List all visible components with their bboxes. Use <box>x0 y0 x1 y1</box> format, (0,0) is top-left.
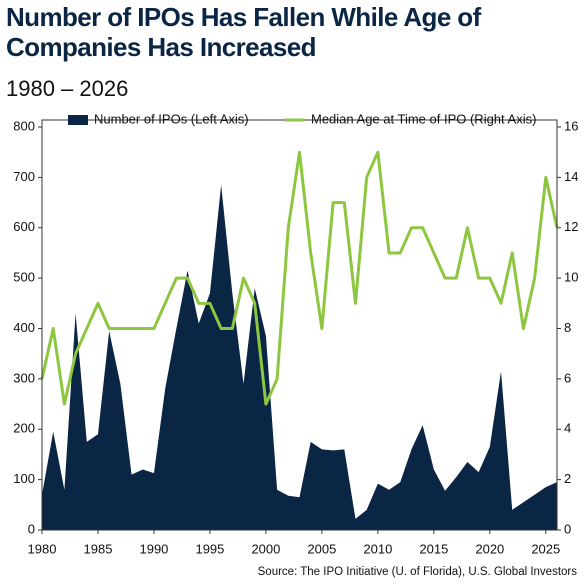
age-line <box>40 150 559 406</box>
y-tick-label: 600 <box>13 219 35 234</box>
y-tick-label: 400 <box>13 320 35 335</box>
y2-tick-label: 6 <box>564 370 571 385</box>
y-tick-label: 200 <box>13 421 35 436</box>
y2-tick-label: 8 <box>564 320 571 335</box>
x-tick-label: 1995 <box>195 541 224 556</box>
y-tick-label: 700 <box>13 169 35 184</box>
y2-tick-label: 12 <box>564 219 578 234</box>
legend-label: Number of IPOs (Left Axis) <box>94 111 249 126</box>
legend-swatch <box>68 115 88 125</box>
x-tick-label: 2020 <box>475 541 504 556</box>
y2-tick-label: 4 <box>564 421 571 436</box>
y2-tick-label: 0 <box>564 521 571 536</box>
x-tick-label: 2010 <box>363 541 392 556</box>
y2-tick-label: 16 <box>564 118 578 133</box>
y2-tick-label: 10 <box>564 270 578 285</box>
x-tick-label: 1980 <box>28 541 57 556</box>
y-tick-label: 0 <box>28 521 35 536</box>
source-note: Source: The IPO Initiative (U. of Florid… <box>257 566 577 578</box>
legend-label: Median Age at Time of IPO (Right Axis) <box>311 111 536 126</box>
y-tick-label: 100 <box>13 471 35 486</box>
y-tick-label: 300 <box>13 370 35 385</box>
ipo-area <box>42 184 557 530</box>
y2-tick-label: 14 <box>564 169 578 184</box>
x-tick-label: 2025 <box>531 541 560 556</box>
x-tick-label: 1985 <box>84 541 113 556</box>
x-tick-label: 2015 <box>419 541 448 556</box>
y-tick-label: 500 <box>13 270 35 285</box>
x-tick-label: 2005 <box>307 541 336 556</box>
x-tick-label: 1990 <box>139 541 168 556</box>
x-tick-label: 2000 <box>251 541 280 556</box>
chart-subtitle: 1980 – 2026 <box>6 76 129 101</box>
y-tick-label: 800 <box>13 118 35 133</box>
chart-title: Number of IPOs Has Fallen While Age of C… <box>6 2 481 62</box>
y2-tick-label: 2 <box>564 471 571 486</box>
